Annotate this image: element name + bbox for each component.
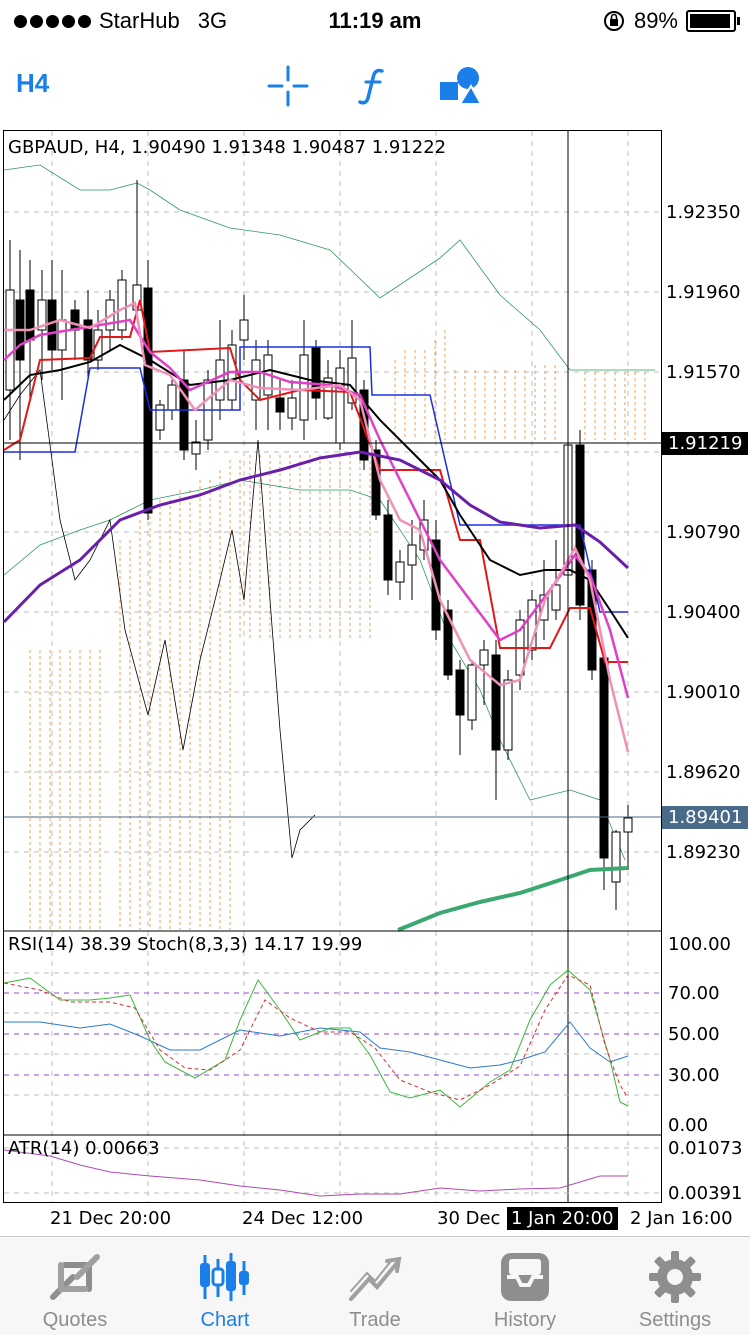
- tab-settings[interactable]: Settings: [600, 1237, 750, 1335]
- price-tick: 1.90790: [666, 522, 741, 543]
- price-tick: 1.91960: [666, 282, 741, 303]
- tab-trade[interactable]: Trade: [300, 1237, 450, 1335]
- indicator1-header: RSI(14) 38.39 Stoch(8,3,3) 14.17 19.99: [8, 934, 363, 955]
- trade-icon: [349, 1256, 402, 1301]
- network-type: 3G: [197, 8, 228, 33]
- tab-bar: Quotes Chart Trade History: [0, 1236, 750, 1335]
- tab-label: Trade: [349, 1309, 401, 1331]
- chart-area[interactable]: [3, 130, 662, 1203]
- price-tick: 1.89230: [666, 842, 741, 863]
- quotes-icon: [50, 1254, 100, 1300]
- battery-icon: [686, 10, 740, 32]
- atr-tick: 0.00391: [668, 1183, 743, 1204]
- function-icon[interactable]: [352, 64, 396, 108]
- tab-quotes[interactable]: Quotes: [0, 1237, 150, 1335]
- tab-label: Chart: [200, 1309, 250, 1331]
- chart-toolbar: H4: [0, 46, 750, 126]
- tab-chart[interactable]: Chart: [150, 1237, 300, 1335]
- crosshair-icon[interactable]: [266, 64, 310, 108]
- battery-percent: 89%: [633, 8, 678, 33]
- time-tick: 30 Dec: [437, 1208, 501, 1229]
- carrier-name: StarHub: [99, 8, 180, 33]
- history-icon: [501, 1253, 549, 1301]
- crosshair-time-label: 1 Jan 20:00: [507, 1207, 618, 1230]
- clock: 11:19 am: [328, 8, 422, 33]
- time-tick: 24 Dec 12:00: [242, 1208, 364, 1229]
- chart-header: GBPAUD, H4, 1.90490 1.91348 1.90487 1.91…: [8, 137, 447, 158]
- tab-label: Quotes: [42, 1309, 108, 1331]
- atr-tick: 0.01073: [668, 1138, 743, 1159]
- rsi-tick: 50.00: [668, 1024, 720, 1045]
- rsi-tick: 0.00: [668, 1115, 709, 1136]
- price-tick: 1.90010: [666, 682, 741, 703]
- tab-label: History: [493, 1309, 557, 1331]
- tab-label: Settings: [638, 1309, 712, 1331]
- chart-icon: [200, 1253, 249, 1301]
- price-tick: 1.90400: [666, 602, 741, 623]
- status-bar: StarHub 3G 11:19 am 89%: [0, 0, 750, 42]
- settings-icon: [649, 1251, 701, 1303]
- rsi-tick: 100.00: [668, 934, 731, 955]
- tab-history[interactable]: History: [450, 1237, 600, 1335]
- rotation-lock-icon: [603, 11, 624, 31]
- crosshair-price-label: 1.91219: [662, 432, 749, 455]
- rsi-tick: 70.00: [668, 983, 720, 1004]
- price-tick: 1.92350: [666, 202, 741, 223]
- time-tick: 21 Dec 20:00: [50, 1208, 172, 1229]
- rsi-tick: 30.00: [668, 1065, 720, 1086]
- current-price-label: 1.89401: [662, 806, 749, 829]
- time-tick: 2 Jan 16:00: [630, 1208, 733, 1229]
- price-tick: 1.89620: [666, 762, 741, 783]
- objects-icon[interactable]: [438, 64, 482, 108]
- price-tick: 1.91570: [666, 362, 741, 383]
- indicator2-header: ATR(14) 0.00663: [8, 1138, 160, 1159]
- signal-icon: [14, 14, 91, 28]
- timeframe-button[interactable]: H4: [16, 68, 50, 98]
